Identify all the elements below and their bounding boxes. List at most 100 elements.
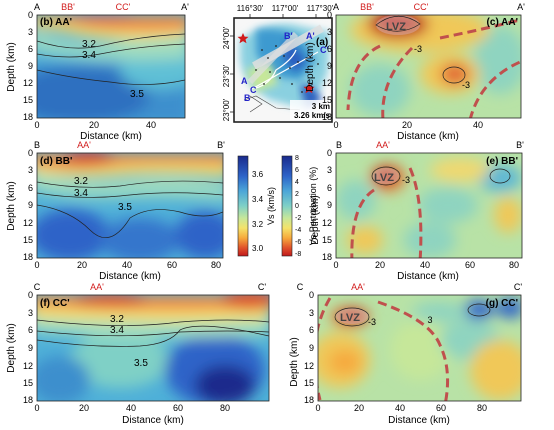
lvz-label: LVZ [374, 172, 394, 184]
lon-tick: 117°30' [307, 4, 334, 13]
profile-label: A' [306, 31, 315, 41]
profile-end: A [333, 2, 339, 12]
y-tick: 18 [23, 395, 33, 405]
y-axis-label: Depth (km) [310, 195, 321, 244]
x-tick: 60 [436, 403, 446, 413]
x-tick: 60 [167, 260, 177, 270]
y-tick: 6 [327, 183, 332, 193]
panel-b: 3.2 3.4 3.5 (b) AA' A A' BB' CC' 0 20 40… [6, 2, 189, 142]
colorbar-tick: -2 [295, 215, 301, 222]
x-tick: 20 [89, 120, 99, 130]
profile-end: A' [181, 2, 189, 12]
vs-colorbar: 3.6 3.4 3.2 3.0 Vs (km/s) [237, 155, 276, 257]
y-tick: 12 [322, 218, 332, 228]
lvz-label: LVZ [386, 21, 406, 33]
y-tick: 0 [309, 290, 314, 300]
y-tick: 0 [28, 290, 33, 300]
panel-tag: (g) CC' [486, 298, 518, 309]
contour-label: 3.2 [82, 39, 96, 50]
contour-label: 3.4 [110, 325, 124, 336]
x-tick: 0 [315, 403, 320, 413]
y-tick: 0 [327, 148, 332, 158]
panel-tag: (e) BB' [486, 156, 518, 167]
contour-label: 3.2 [74, 176, 88, 187]
x-tick: 80 [220, 403, 230, 413]
x-tick: 0 [34, 120, 39, 130]
x-tick: 60 [173, 403, 183, 413]
y-tick: 18 [304, 395, 314, 405]
y-tick: 18 [23, 112, 33, 122]
colorbar-label: Vs Perturbation (%) [308, 167, 318, 246]
colorbar-tick: 3.0 [252, 244, 264, 253]
y-tick: 9 [309, 343, 314, 353]
crossing-label: AA' [351, 282, 365, 292]
x-tick: 40 [473, 120, 483, 130]
x-tick: 60 [465, 260, 475, 270]
x-tick: 80 [211, 260, 221, 270]
map-legend-depth: 3 km [312, 102, 330, 111]
colorbar-tick: -6 [295, 239, 301, 246]
y-tick: 6 [309, 325, 314, 335]
y-tick: 0 [327, 10, 332, 20]
y-tick: 12 [304, 361, 314, 371]
colorbar-tick: 4 [295, 179, 299, 186]
y-tick: 9 [28, 200, 33, 210]
profile-end: C [297, 282, 304, 292]
colorbar-tick: 3.6 [252, 170, 264, 179]
x-tick: 80 [477, 403, 487, 413]
y-tick: 12 [23, 361, 33, 371]
colorbar-tick: 8 [295, 155, 299, 162]
x-tick: 20 [79, 403, 89, 413]
y-tick: 15 [322, 95, 332, 105]
x-tick: 80 [509, 260, 519, 270]
profile-end: B [336, 140, 342, 150]
contour-label: -3 [402, 175, 410, 185]
x-axis-label: Distance (km) [122, 415, 184, 426]
colorbar-tick: 6 [295, 167, 299, 174]
map-panel: (a) A A' B B' C C' 3 km 3.26 km/s 116°30… [222, 4, 334, 123]
panel-b-plot [37, 15, 185, 118]
x-tick: 20 [354, 403, 364, 413]
y-tick: 0 [28, 148, 33, 158]
map-tag: (a) [316, 37, 328, 48]
y-tick: 18 [322, 252, 332, 262]
crossing-label: AA' [376, 140, 390, 150]
crossing-label: BB' [61, 2, 75, 12]
y-tick: 12 [23, 78, 33, 88]
panel-tag: (d) BB' [40, 156, 72, 167]
y-tick: 15 [23, 235, 33, 245]
profile-end: B' [217, 140, 225, 150]
y-tick: 3 [28, 165, 33, 175]
y-tick: 6 [28, 325, 33, 335]
y-tick: 9 [327, 61, 332, 71]
map-legend-velocity: 3.26 km/s [294, 111, 331, 120]
profile-end: B' [516, 140, 524, 150]
profile-end: C [34, 282, 41, 292]
panel-d: 3.2 3.4 3.5 (d) BB' B B' AA' 0 20 40 60 … [6, 140, 225, 282]
y-tick: 3 [28, 308, 33, 318]
y-axis-label: Depth (km) [289, 337, 300, 386]
y-axis-label: Depth (km) [6, 323, 17, 372]
lvz-label: LVZ [340, 312, 360, 324]
x-tick: 0 [333, 120, 338, 130]
epicenter-stars [237, 33, 315, 94]
y-tick: 12 [322, 78, 332, 88]
contour-label: -3 [414, 44, 422, 54]
y-tick: 18 [322, 112, 332, 122]
x-tick: 0 [34, 260, 39, 270]
crossing-label: CC' [116, 2, 131, 12]
y-tick: 15 [23, 95, 33, 105]
panel-tag: (f) CC' [40, 298, 70, 309]
contour-label: -3 [462, 80, 470, 90]
y-tick: 12 [23, 218, 33, 228]
profile-label: A [241, 76, 248, 86]
contour-label: 3.5 [118, 202, 132, 213]
y-tick: 3 [327, 165, 332, 175]
lat-tick: 23°00' [222, 98, 231, 121]
x-tick: 40 [395, 403, 405, 413]
y-axis-label: Depth (km) [6, 181, 17, 230]
crossing-label: AA' [77, 140, 91, 150]
y-tick: 6 [28, 183, 33, 193]
panel-f: 3.2 3.4 3.5 (f) CC' C C' AA' 0 20 40 60 … [6, 282, 270, 426]
panel-tag: (c) AA' [487, 17, 518, 28]
